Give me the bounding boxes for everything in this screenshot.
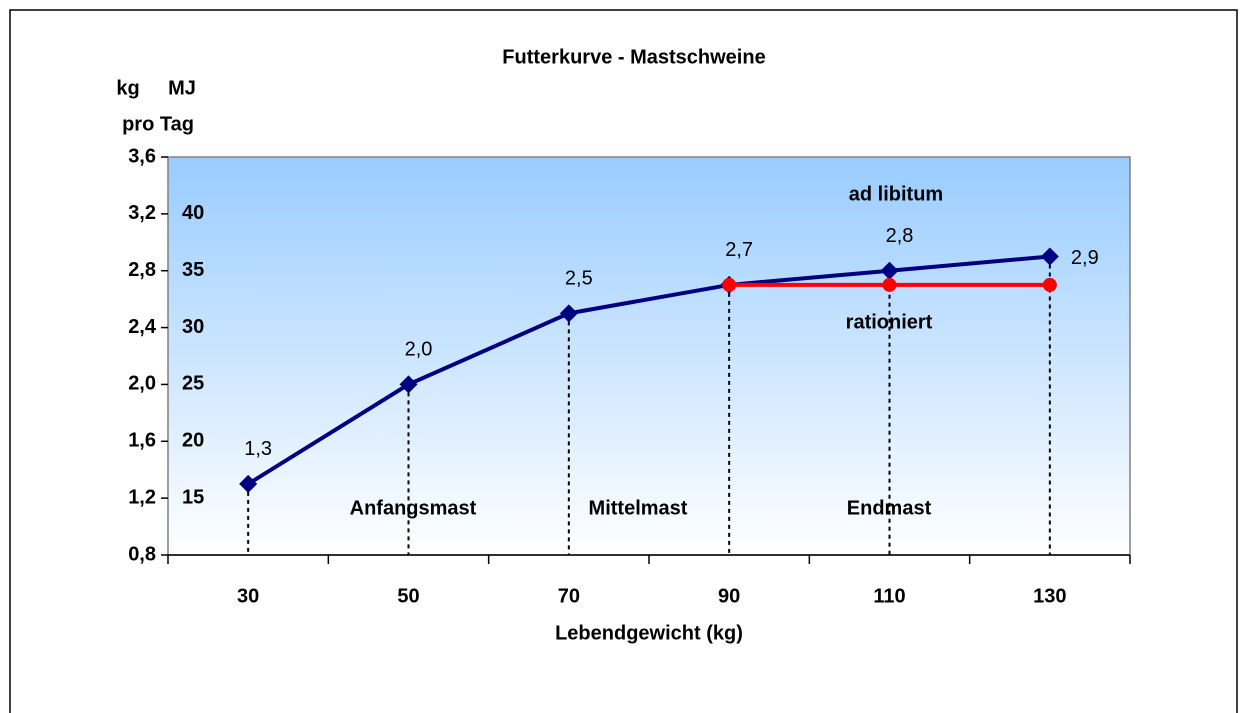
marker (1040, 247, 1059, 266)
y2-tick-label: 35 (182, 259, 204, 281)
chart-title: Futterkurve - Mastschweine (502, 46, 765, 68)
marker (559, 304, 578, 323)
series-name: ad libitum (849, 183, 943, 205)
data-label: 1,3 (244, 438, 272, 460)
x-tick-label: 90 (718, 585, 740, 607)
y2-tick-label: 25 (182, 373, 204, 395)
x-tick-label: 110 (873, 585, 905, 607)
frame (9, 9, 1238, 713)
marker (399, 375, 418, 394)
x-tick-label: 130 (1033, 585, 1066, 607)
y-tick-label: 1,2 (128, 486, 156, 508)
y-tick-label: 2,8 (128, 259, 156, 281)
data-label: 2,5 (565, 268, 593, 290)
x-tick-label: 70 (558, 585, 580, 607)
phase-label: Mittelmast (589, 497, 688, 519)
y-tick-label: 2,4 (128, 316, 157, 338)
phase-label: Endmast (847, 497, 932, 519)
marker (239, 474, 258, 493)
y2-tick-label: 20 (182, 430, 204, 452)
series-line (247, 254, 1051, 486)
y-tick-label: 2,0 (128, 373, 156, 395)
y2-tick-label: 30 (182, 316, 204, 338)
marker (722, 277, 737, 292)
marker (880, 261, 899, 280)
data-label: 2,9 (1071, 247, 1099, 269)
data-label: 2,0 (405, 339, 433, 361)
data-label: 2,7 (725, 239, 753, 261)
marker (1042, 277, 1057, 292)
y-tick-label: 0,8 (128, 543, 156, 565)
plot-area (167, 156, 1131, 556)
series-name: rationiert (846, 311, 933, 333)
y-unit-note: pro Tag (122, 113, 194, 135)
y-tick-label: 3,2 (128, 202, 156, 224)
y2-axis-label: MJ (168, 77, 196, 99)
y-tick-label: 1,6 (128, 430, 156, 452)
x-tick-label: 30 (237, 585, 259, 607)
x-axis-label: Lebendgewicht (kg) (555, 622, 743, 644)
marker (882, 277, 897, 292)
data-label: 2,8 (886, 225, 914, 247)
y-tick-label: 3,6 (128, 145, 156, 167)
y2-tick-label: 40 (182, 202, 204, 224)
x-tick-label: 50 (397, 585, 419, 607)
phase-label: Anfangsmast (350, 497, 477, 519)
y2-tick-label: 15 (182, 486, 204, 508)
y-axis-label: kg (116, 77, 139, 99)
